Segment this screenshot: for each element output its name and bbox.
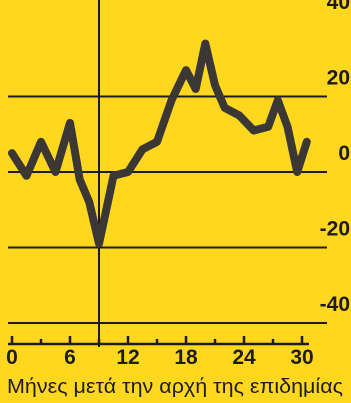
data-point <box>139 145 146 153</box>
x-axis: 0 6 12 18 24 30 <box>6 336 314 369</box>
data-point <box>52 168 59 176</box>
data-point <box>124 168 132 176</box>
x-tick-label: 18 <box>174 346 198 369</box>
data-point <box>264 123 272 131</box>
data-series <box>8 39 311 248</box>
x-tick-label: 24 <box>232 346 256 369</box>
data-point <box>95 240 103 248</box>
data-point <box>23 172 30 180</box>
x-tick-label: 30 <box>290 346 313 369</box>
x-tick-label: 6 <box>64 346 76 369</box>
data-point <box>85 198 93 206</box>
y-tick-label: 0 <box>338 142 350 165</box>
data-point <box>168 96 175 104</box>
data-point <box>192 85 200 93</box>
data-point <box>274 96 282 104</box>
data-point <box>76 176 84 184</box>
data-point <box>201 40 209 48</box>
data-point <box>66 119 74 127</box>
data-point <box>37 138 45 146</box>
y-tick-label: -20 <box>320 218 350 241</box>
gridlines <box>8 0 327 347</box>
data-point <box>221 104 229 112</box>
data-point <box>182 66 190 74</box>
data-point <box>211 81 219 89</box>
x-axis-label: Μήνες μετά την αρχή της επιδημίας <box>7 376 343 398</box>
data-point <box>293 168 301 176</box>
data-point <box>250 127 258 134</box>
y-tick-label: -40 <box>320 293 350 316</box>
x-tick-label: 12 <box>116 346 139 369</box>
y-tick-label: 40 <box>327 0 350 14</box>
data-point <box>303 138 311 146</box>
data-point <box>235 111 243 119</box>
data-point <box>153 138 161 146</box>
data-point <box>8 149 16 157</box>
data-point <box>284 123 291 131</box>
data-point <box>110 172 117 180</box>
x-tick-label: 0 <box>6 346 18 369</box>
y-tick-label: 20 <box>327 67 350 90</box>
y-tick-labels: 40 20 0 -20 -40 <box>320 0 350 316</box>
